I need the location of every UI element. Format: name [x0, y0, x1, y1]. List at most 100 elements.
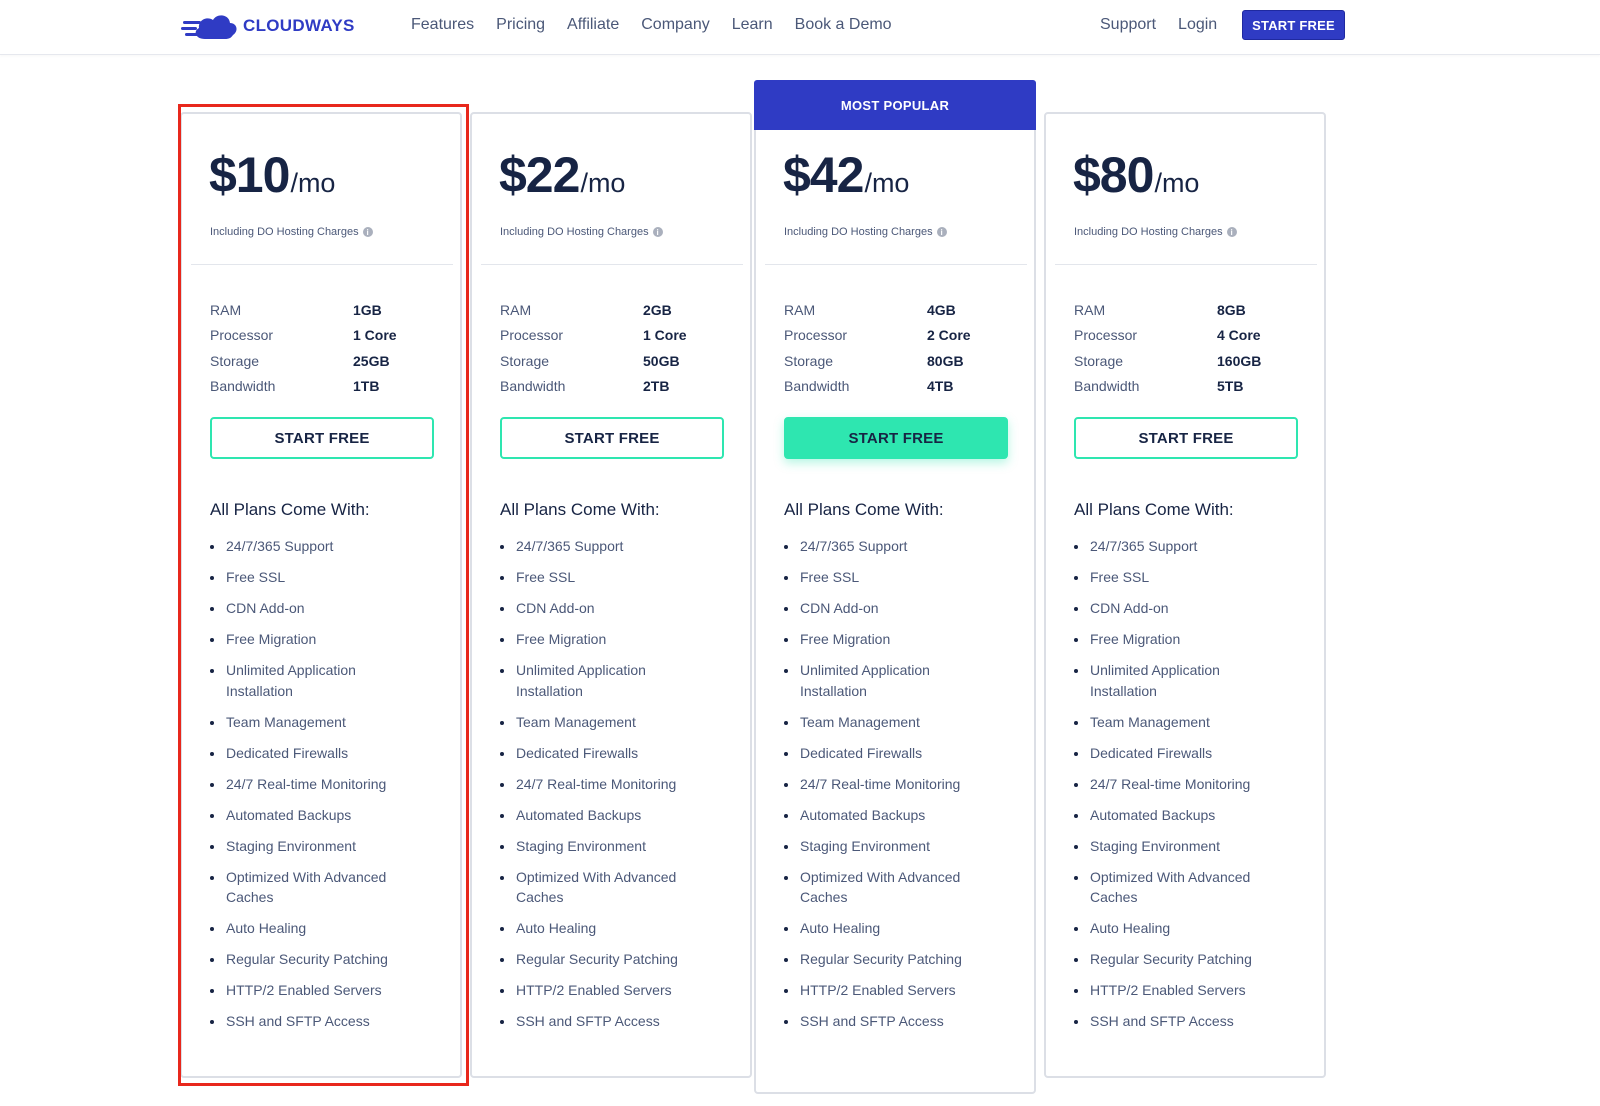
feature-item: SSH and SFTP Access — [500, 1011, 710, 1032]
spec-processor: Processor 1 Core — [210, 323, 440, 349]
plan-card-3: MOST POPULAR $42 /mo Including DO Hostin… — [754, 80, 1036, 1094]
info-icon[interactable]: i — [362, 227, 373, 237]
cloudways-logo[interactable]: CLOUDWAYS — [181, 8, 355, 44]
feature-item: Free SSL — [500, 567, 710, 588]
spec-value: 25GB — [353, 352, 390, 369]
feature-item: 24/7/365 Support — [500, 536, 710, 557]
divider — [481, 264, 743, 265]
spec-storage: Storage 50GB — [500, 348, 730, 374]
nav-support[interactable]: Support — [1100, 16, 1157, 33]
info-icon[interactable]: i — [1226, 227, 1237, 237]
start-free-button[interactable]: START FREE — [1074, 417, 1298, 459]
hosting-charges-note: Including DO Hosting Charges i — [500, 226, 663, 238]
plan-price: $22 /mo — [499, 146, 625, 204]
feature-item: CDN Add-on — [500, 598, 710, 619]
feature-item: Regular Security Patching — [784, 949, 994, 970]
hosting-charges-text: Including DO Hosting Charges — [500, 226, 649, 238]
feature-item: Staging Environment — [210, 836, 420, 857]
feature-item: Team Management — [500, 712, 710, 733]
spec-value: 4TB — [927, 378, 954, 395]
start-free-button[interactable]: START FREE — [784, 417, 1008, 459]
spec-label: Storage — [1074, 352, 1124, 369]
feature-item: Team Management — [1074, 712, 1284, 733]
main-nav: Features Pricing Affiliate Company Learn… — [411, 14, 914, 36]
feature-item: Dedicated Firewalls — [784, 743, 994, 764]
nav-book-a-demo[interactable]: Book a Demo — [794, 16, 892, 33]
info-icon[interactable]: i — [652, 227, 663, 237]
feature-item: Regular Security Patching — [210, 949, 420, 970]
feature-item: Optimized With Advanced Caches — [1074, 867, 1284, 908]
spec-value: 5TB — [1217, 378, 1244, 395]
features-heading: All Plans Come With: — [210, 500, 370, 519]
spec-value: 2TB — [643, 378, 670, 395]
feature-item: HTTP/2 Enabled Servers — [210, 980, 420, 1001]
spec-value: 4GB — [927, 301, 956, 318]
feature-item: Free Migration — [500, 629, 710, 650]
features-list: 24/7/365 Support Free SSL CDN Add-on Free M… — [784, 536, 994, 1042]
feature-item: HTTP/2 Enabled Servers — [1074, 980, 1284, 1001]
price-period: /mo — [290, 168, 336, 198]
nav-pricing[interactable]: Pricing — [496, 16, 546, 33]
feature-item: Unlimited Application Installation — [784, 660, 994, 701]
spec-bandwidth: Bandwidth 4TB — [784, 374, 1014, 400]
spec-value: 1TB — [353, 378, 380, 395]
spec-label: Storage — [784, 352, 834, 369]
feature-item: HTTP/2 Enabled Servers — [784, 980, 994, 1001]
spec-label: RAM — [784, 301, 816, 318]
feature-item: Optimized With Advanced Caches — [784, 867, 994, 908]
plan-price: $80 /mo — [1073, 146, 1199, 204]
feature-item: Auto Healing — [500, 918, 710, 939]
feature-item: Optimized With Advanced Caches — [500, 867, 710, 908]
divider — [765, 264, 1027, 265]
price-amount: $10 — [209, 147, 290, 203]
nav-company[interactable]: Company — [641, 16, 710, 33]
plan-specs: RAM 8GB Processor 4 Core Storage 160GB Band… — [1074, 297, 1304, 399]
start-free-button[interactable]: START FREE — [500, 417, 724, 459]
spec-storage: Storage 80GB — [784, 348, 1014, 374]
feature-item: Automated Backups — [500, 805, 710, 826]
top-navigation-bar: CLOUDWAYS Features Pricing Affiliate Com… — [0, 0, 1600, 55]
price-period: /mo — [1154, 168, 1200, 198]
price-amount: $42 — [783, 147, 864, 203]
feature-item: Team Management — [210, 712, 420, 733]
feature-item: 24/7/365 Support — [1074, 536, 1284, 557]
feature-item: CDN Add-on — [1074, 598, 1284, 619]
features-heading: All Plans Come With: — [784, 500, 944, 519]
feature-item: Auto Healing — [210, 918, 420, 939]
spec-label: Processor — [210, 327, 274, 344]
feature-item: Unlimited Application Installation — [1074, 660, 1284, 701]
nav-features[interactable]: Features — [411, 16, 475, 33]
price-amount: $80 — [1073, 147, 1154, 203]
hosting-charges-text: Including DO Hosting Charges — [210, 226, 359, 238]
info-icon[interactable]: i — [936, 227, 947, 237]
spec-value: 80GB — [927, 352, 964, 369]
feature-item: Free Migration — [210, 629, 420, 650]
feature-item: Automated Backups — [1074, 805, 1284, 826]
spec-value: 50GB — [643, 352, 680, 369]
price-period: /mo — [580, 168, 626, 198]
spec-ram: RAM 1GB — [210, 297, 440, 323]
nav-learn[interactable]: Learn — [731, 16, 773, 33]
feature-item: Staging Environment — [500, 836, 710, 857]
feature-item: 24/7 Real-time Monitoring — [500, 774, 710, 795]
hosting-charges-note: Including DO Hosting Charges i — [1074, 226, 1237, 238]
spec-label: RAM — [500, 301, 532, 318]
hosting-charges-note: Including DO Hosting Charges i — [210, 226, 373, 238]
feature-item: Staging Environment — [1074, 836, 1284, 857]
account-nav: Support Login — [1100, 14, 1239, 36]
spec-label: Processor — [1074, 327, 1138, 344]
header-start-free-button[interactable]: START FREE — [1242, 10, 1345, 40]
spec-label: RAM — [1074, 301, 1106, 318]
feature-item: 24/7/365 Support — [784, 536, 994, 557]
feature-item: Regular Security Patching — [500, 949, 710, 970]
nav-affiliate[interactable]: Affiliate — [567, 16, 620, 33]
feature-item: Dedicated Firewalls — [210, 743, 420, 764]
start-free-button[interactable]: START FREE — [210, 417, 434, 459]
feature-item: Dedicated Firewalls — [500, 743, 710, 764]
features-list: 24/7/365 Support Free SSL CDN Add-on Free M… — [210, 536, 420, 1042]
nav-login[interactable]: Login — [1178, 16, 1218, 33]
feature-item: Free Migration — [1074, 629, 1284, 650]
feature-item: SSH and SFTP Access — [1074, 1011, 1284, 1032]
divider — [191, 264, 453, 265]
feature-item: HTTP/2 Enabled Servers — [500, 980, 710, 1001]
